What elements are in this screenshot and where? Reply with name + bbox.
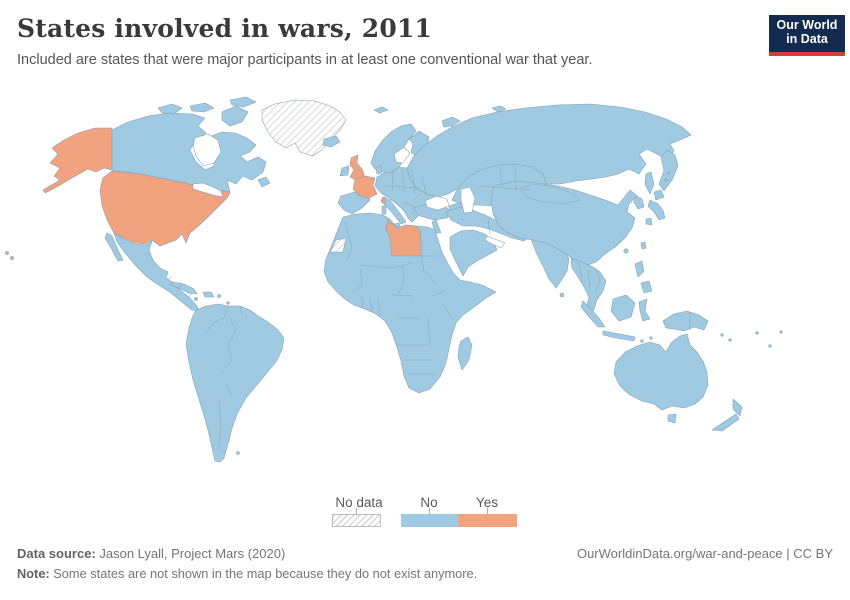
country-iceland[interactable]	[322, 135, 341, 148]
note-text: Some states are not shown in the map bec…	[49, 566, 478, 581]
legend-label-no-data: No data	[335, 495, 383, 510]
page-title: States involved in wars, 2011	[17, 14, 433, 43]
legend-label-no: No	[420, 495, 438, 510]
caspian-sea	[460, 186, 476, 214]
country-united-kingdom[interactable]	[349, 154, 366, 181]
country-japan[interactable]	[645, 189, 666, 226]
country-libya[interactable]	[385, 218, 422, 257]
caribbean-islands[interactable]	[170, 281, 230, 305]
country-australia[interactable]	[613, 333, 709, 424]
persian-gulf	[484, 235, 506, 249]
logo-accent-bar	[769, 52, 845, 56]
chart-subtitle: Included are states that were major part…	[17, 52, 593, 68]
country-canada[interactable]	[111, 96, 271, 193]
western-sahara[interactable]	[329, 237, 347, 253]
baltic-sea	[393, 146, 411, 164]
pacific-islands[interactable]	[720, 330, 783, 348]
africa[interactable]	[323, 212, 497, 394]
origin-url-link[interactable]: OurWorldinData.org/war-and-peace | CC BY	[576, 546, 833, 561]
legend-tick-no-data	[356, 508, 357, 514]
owid-logo-text: Our World in Data	[776, 18, 838, 46]
south-america[interactable]	[185, 303, 285, 463]
country-china-region[interactable]	[490, 180, 647, 267]
country-greenland[interactable]	[261, 99, 347, 157]
legend-swatch-no-data[interactable]	[332, 514, 381, 527]
southeast-asia[interactable]	[570, 257, 709, 343]
hudson-bay	[192, 133, 222, 167]
owid-logo[interactable]: Our World in Data	[769, 15, 845, 56]
note-label: Note:	[17, 566, 50, 581]
country-ireland[interactable]	[339, 165, 350, 177]
great-lakes	[192, 182, 224, 198]
country-new-zealand[interactable]	[711, 398, 743, 432]
country-mexico-central-america[interactable]	[104, 232, 200, 312]
note-line: Note: Some states are not shown in the m…	[17, 566, 477, 581]
black-sea	[424, 195, 450, 211]
country-borders	[167, 165, 691, 451]
legend-label-yes: Yes	[475, 495, 499, 510]
legend-swatch-no[interactable]	[401, 514, 458, 527]
legend-tick-yes	[487, 508, 488, 514]
legend-tick-no	[429, 508, 430, 514]
legend-swatch-yes[interactable]	[458, 514, 517, 527]
data-source-text: Jason Lyall, Project Mars (2020)	[95, 546, 286, 561]
data-source-label: Data source:	[17, 546, 96, 561]
country-korea[interactable]	[633, 195, 645, 210]
data-source-line: Data source: Jason Lyall, Project Mars (…	[17, 546, 285, 561]
world-map	[5, 96, 783, 463]
country-france[interactable]	[352, 175, 386, 205]
inland-seas	[192, 133, 506, 249]
